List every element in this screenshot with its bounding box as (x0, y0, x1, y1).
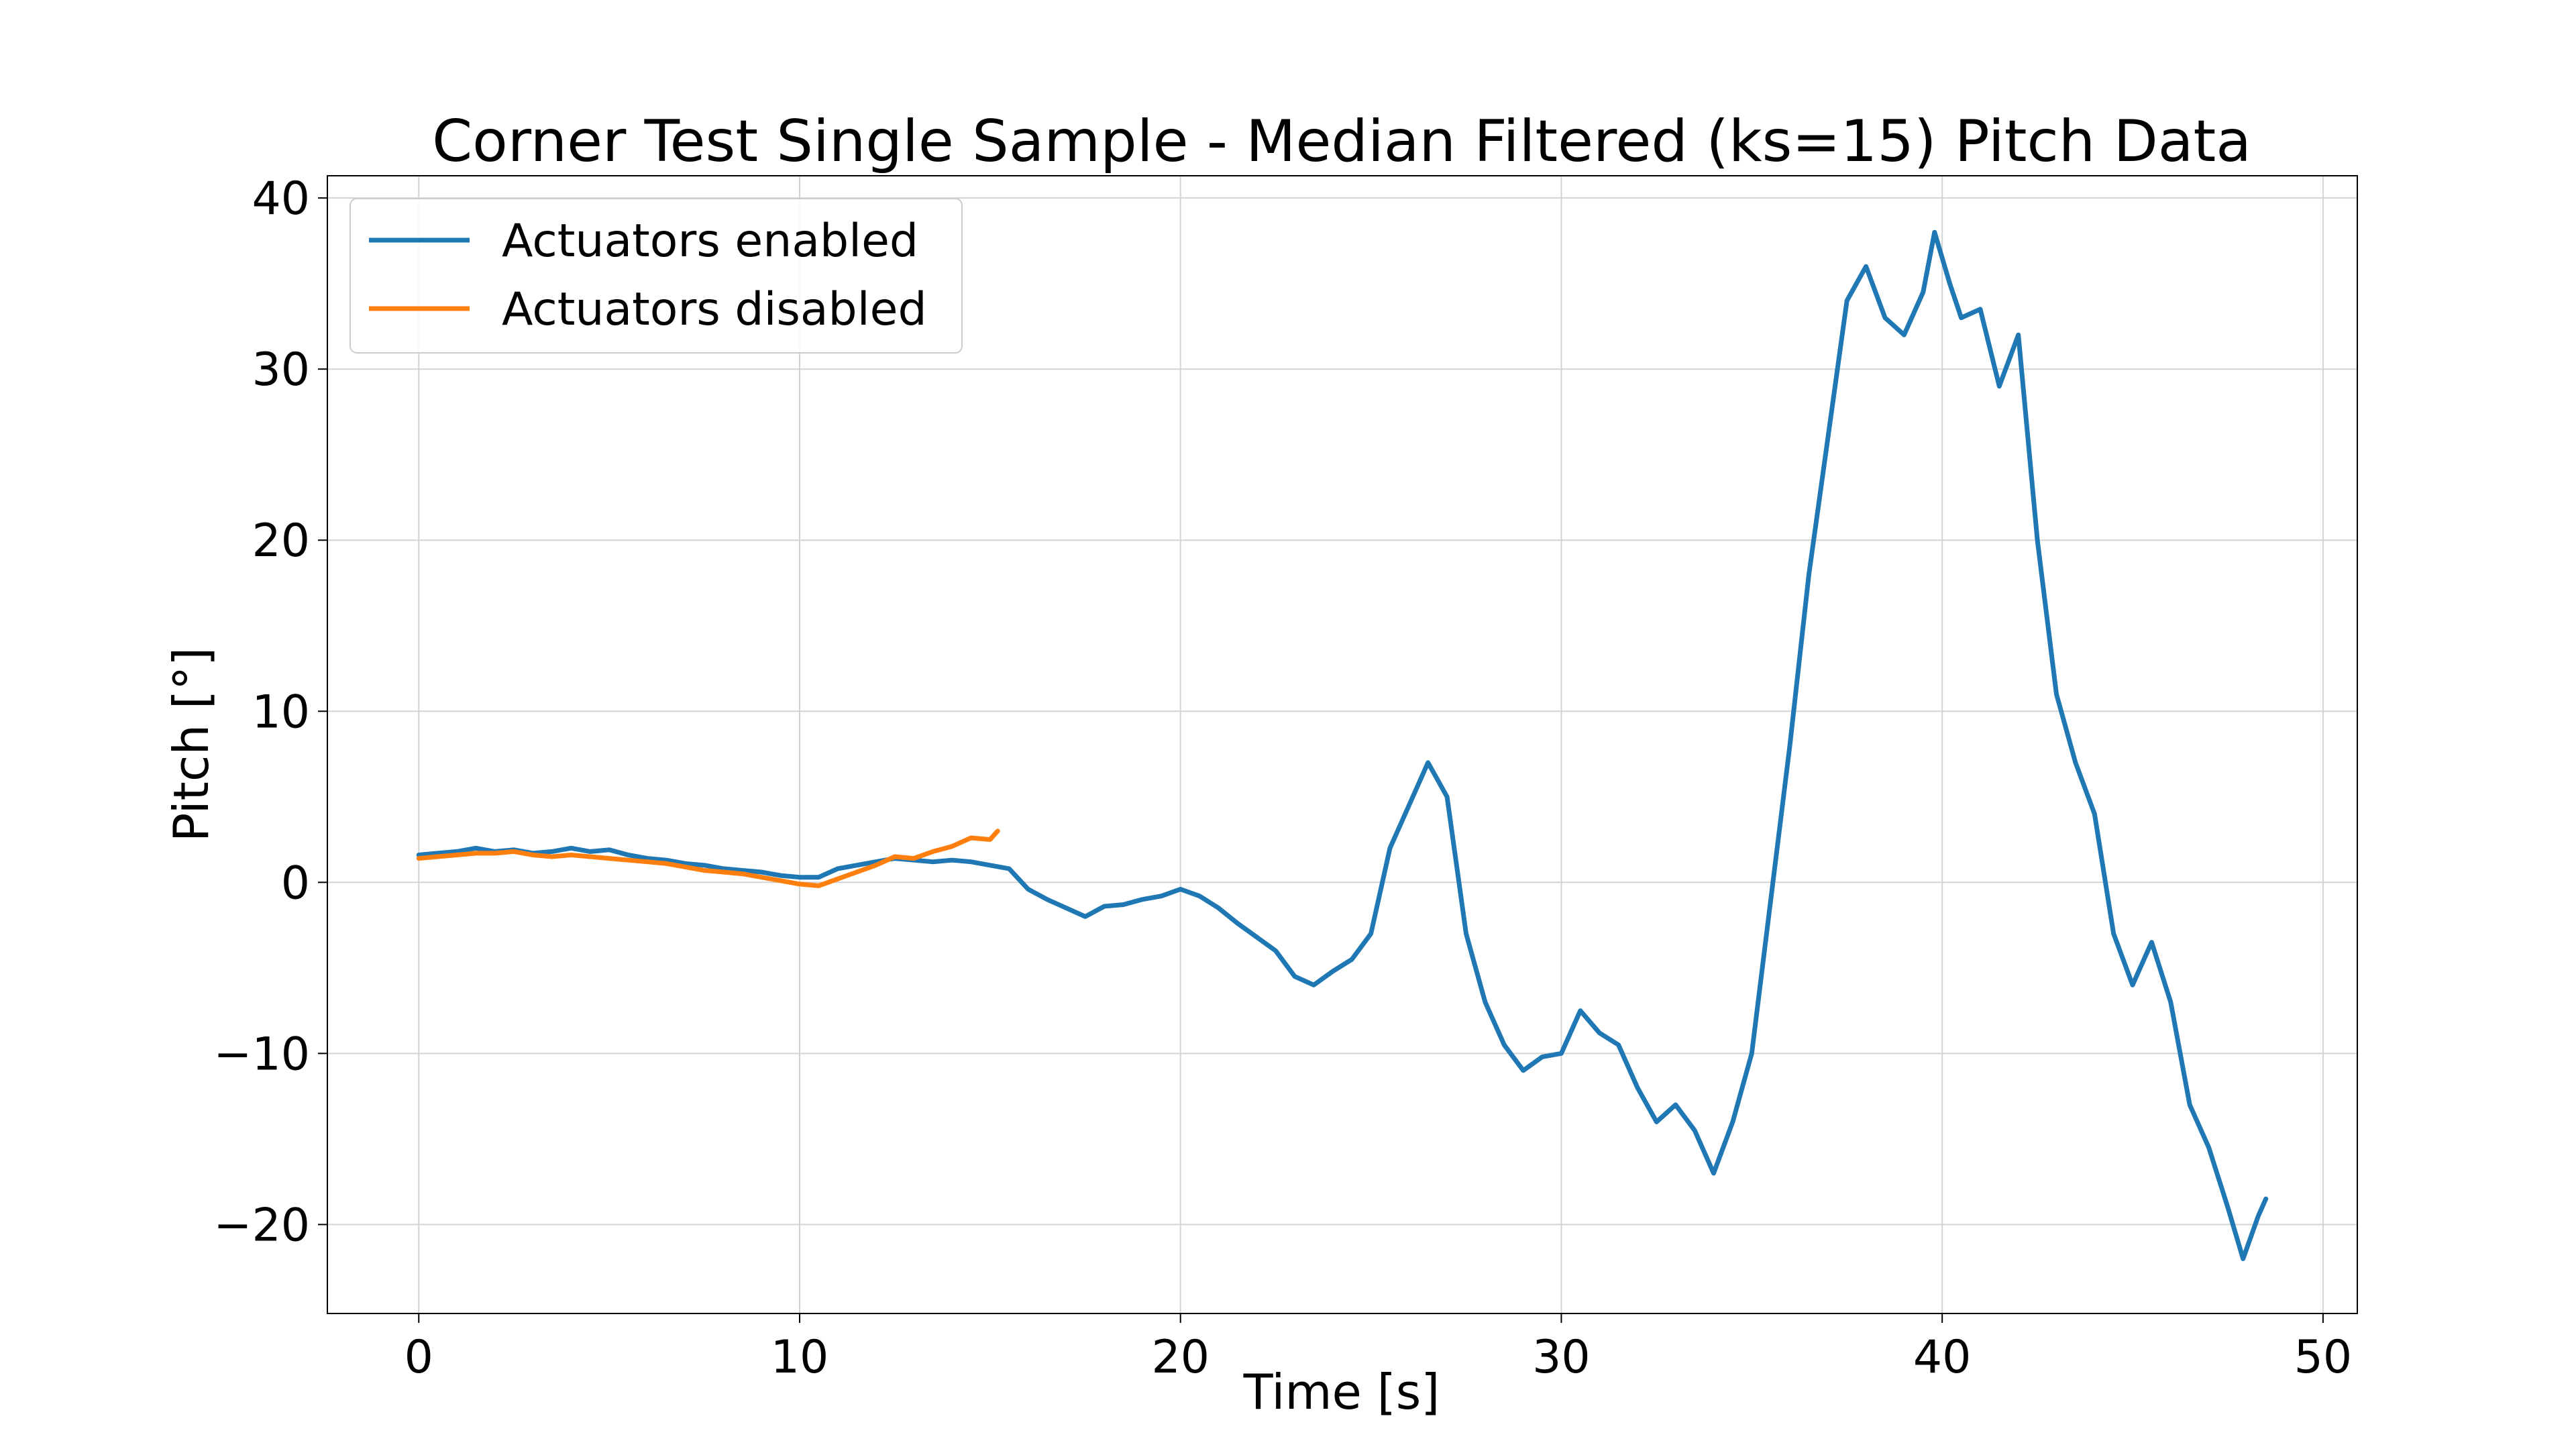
series-line-actuators-enabled (416, 229, 2269, 1261)
legend-label-enabled: Actuators enabled (502, 215, 918, 268)
grid (327, 176, 2357, 1313)
x-tick-label: 40 (1913, 1331, 1972, 1384)
y-tick-label: 0 (281, 857, 310, 910)
y-axis-label: Pitch [°] (163, 647, 219, 842)
legend-box (350, 198, 963, 354)
y-tick-label: 20 (252, 515, 310, 568)
chart-title: Corner Test Single Sample - Median Filte… (432, 108, 2251, 175)
y-tick-label: 10 (252, 686, 310, 739)
x-tick-label: 20 (1151, 1331, 1210, 1384)
y-tick-label: −20 (213, 1199, 310, 1252)
ticks: 0 10 20 30 40 50 −20 −10 0 10 20 30 40 (213, 172, 2352, 1384)
legend-label-disabled: Actuators disabled (502, 283, 927, 336)
series-line-actuators-disabled (416, 828, 1000, 888)
x-tick-label: 10 (771, 1331, 829, 1384)
axes-frame (327, 175, 2358, 1314)
x-axis-label: Time [s] (1243, 1364, 1440, 1420)
legend: Actuators enabled Actuators disabled (350, 198, 963, 354)
y-tick-label: 40 (252, 172, 310, 225)
y-tick-label: −10 (213, 1028, 310, 1081)
x-tick-label: 50 (2294, 1331, 2353, 1384)
y-tick-label: 30 (252, 343, 310, 396)
x-tick-label: 0 (405, 1331, 433, 1384)
plot-area (416, 229, 2269, 1261)
x-tick-label: 30 (1532, 1331, 1591, 1384)
